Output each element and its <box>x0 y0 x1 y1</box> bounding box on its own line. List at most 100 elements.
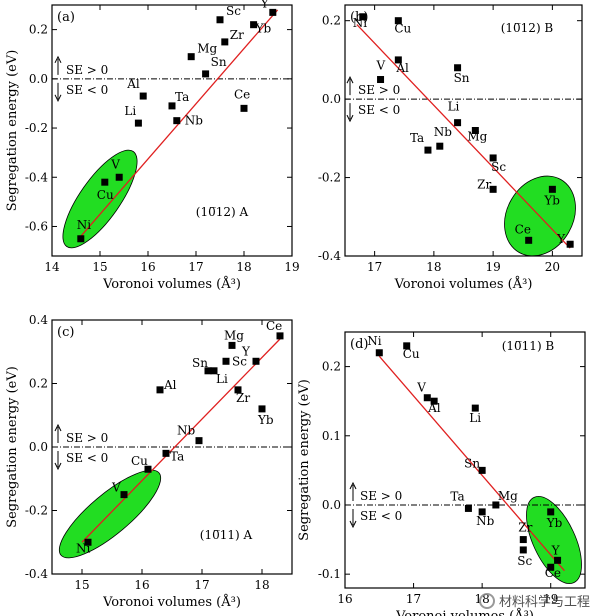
data-point-v <box>377 76 385 84</box>
data-point-ce <box>276 332 284 340</box>
point-label-ce: Ce <box>234 87 250 101</box>
data-point-yb <box>250 21 258 29</box>
data-point-v <box>120 491 128 499</box>
point-label-v: V <box>110 157 120 171</box>
data-point-sc <box>489 154 497 162</box>
fit-line <box>378 355 565 572</box>
point-label-v: V <box>376 59 386 73</box>
x-tick-label: 18 <box>236 260 251 274</box>
data-point-mg <box>187 53 195 61</box>
se-negative-label: SE < 0 <box>66 451 108 465</box>
point-label-ta: Ta <box>410 131 424 145</box>
data-point-mg <box>471 127 479 134</box>
data-point-sc <box>222 357 230 365</box>
watermark: 材料科学与工程 <box>478 591 590 610</box>
panel-label: (c) <box>57 325 74 340</box>
point-label-mg: Mg <box>224 328 244 342</box>
data-point-al <box>430 397 438 405</box>
data-point-li <box>134 119 142 127</box>
chart-panel-4: 16 17 18 19-0.10.00.10.2SE > 0SE < 0NiCuVAl… <box>297 331 586 616</box>
x-axis-label: Voronoi volumes (Å³) <box>102 594 241 610</box>
y-tick-label: -0.2 <box>25 121 48 135</box>
y-tick-label: -0.2 <box>25 504 48 518</box>
data-point-sn <box>478 466 486 474</box>
data-point-zr <box>221 38 229 46</box>
data-point-ta <box>424 146 432 154</box>
x-tick-label: 18 <box>426 260 441 274</box>
se-down-arrow-icon <box>54 94 62 102</box>
point-label-sc: Sc <box>517 554 532 568</box>
point-label-zr: Zr <box>518 521 532 535</box>
x-tick-label: 17 <box>194 578 209 592</box>
point-label-nb: Nb <box>185 114 204 128</box>
y-tick-label: 0.2 <box>322 14 341 28</box>
data-point-al <box>156 386 164 394</box>
point-label-li: Li <box>448 100 460 114</box>
point-label-y: Y <box>556 232 566 246</box>
point-label-al: Al <box>427 401 441 415</box>
data-point-ta <box>464 504 472 512</box>
x-tick-label: 19 <box>485 260 500 274</box>
point-label-y: Y <box>260 0 270 10</box>
se-down-arrow-icon <box>54 462 62 471</box>
x-axis-label: Voronoi volumes (Å³) <box>102 276 241 292</box>
point-label-y: Y <box>551 543 561 557</box>
data-point-ta <box>168 102 176 110</box>
point-label-zr: Zr <box>230 28 244 42</box>
point-label-mg: Mg <box>467 130 487 144</box>
data-point-li <box>471 404 479 412</box>
plot-frame <box>344 4 583 257</box>
x-tick-label: 14 <box>44 260 60 274</box>
data-point-li <box>210 367 218 375</box>
data-point-ce <box>547 563 555 571</box>
point-label-li: Li <box>469 411 481 425</box>
se-negative-label: SE < 0 <box>66 83 108 97</box>
data-point-al <box>139 92 147 100</box>
point-label-ce: Ce <box>266 319 282 333</box>
y-tick-label: 0.2 <box>29 377 48 391</box>
plot-frame <box>51 4 293 257</box>
se-down-arrow-icon <box>346 114 354 123</box>
data-point-sn <box>454 64 462 72</box>
data-point-cu <box>403 342 411 350</box>
fit-line <box>81 335 284 543</box>
data-point-ni <box>77 235 85 243</box>
data-point-ni <box>84 538 92 546</box>
panel-label: (b) <box>350 10 368 25</box>
point-label-nb: Nb <box>177 424 196 438</box>
data-point-cu <box>101 178 109 186</box>
point-label-yb: Yb <box>543 193 560 207</box>
point-label-sn: Sn <box>211 55 227 69</box>
x-tick-label: 18 <box>254 578 269 592</box>
point-label-al: Al <box>395 61 409 75</box>
point-label-yb: Yb <box>546 516 563 530</box>
data-point-nb <box>173 117 181 125</box>
point-label-ce: Ce <box>545 566 561 580</box>
point-label-nb: Nb <box>476 514 495 528</box>
y-axis-label: Segregation energy (eV) <box>5 366 20 528</box>
point-label-cu: Cu <box>394 22 411 36</box>
data-point-ni <box>359 13 367 21</box>
point-label-ni: Ni <box>77 218 92 232</box>
grain-boundary-label: (10̅11) B <box>502 339 555 353</box>
data-point-cu <box>394 17 402 25</box>
se-up-arrow-icon <box>54 55 62 64</box>
point-label-sn: Sn <box>464 456 480 470</box>
data-point-y <box>566 240 574 248</box>
point-label-cu: Cu <box>131 454 148 468</box>
grain-boundary-label: (10̅12) A <box>196 205 249 219</box>
point-label-cu: Cu <box>403 347 420 361</box>
se-positive-label: SE > 0 <box>360 489 402 503</box>
point-label-ni: Ni <box>353 16 368 30</box>
y-tick-label: 0.2 <box>29 23 48 37</box>
point-label-li: Li <box>124 104 136 118</box>
se-up-arrow-icon <box>349 481 357 490</box>
y-tick-label: -0.4 <box>318 249 342 263</box>
se-positive-label: SE > 0 <box>66 63 108 77</box>
x-tick-label: 16 <box>140 260 155 274</box>
plot-frame <box>344 331 586 589</box>
data-point-li <box>454 119 462 127</box>
panel-label: (d) <box>350 337 368 352</box>
x-tick-label: 19 <box>543 592 558 606</box>
data-point-sn <box>202 70 210 78</box>
